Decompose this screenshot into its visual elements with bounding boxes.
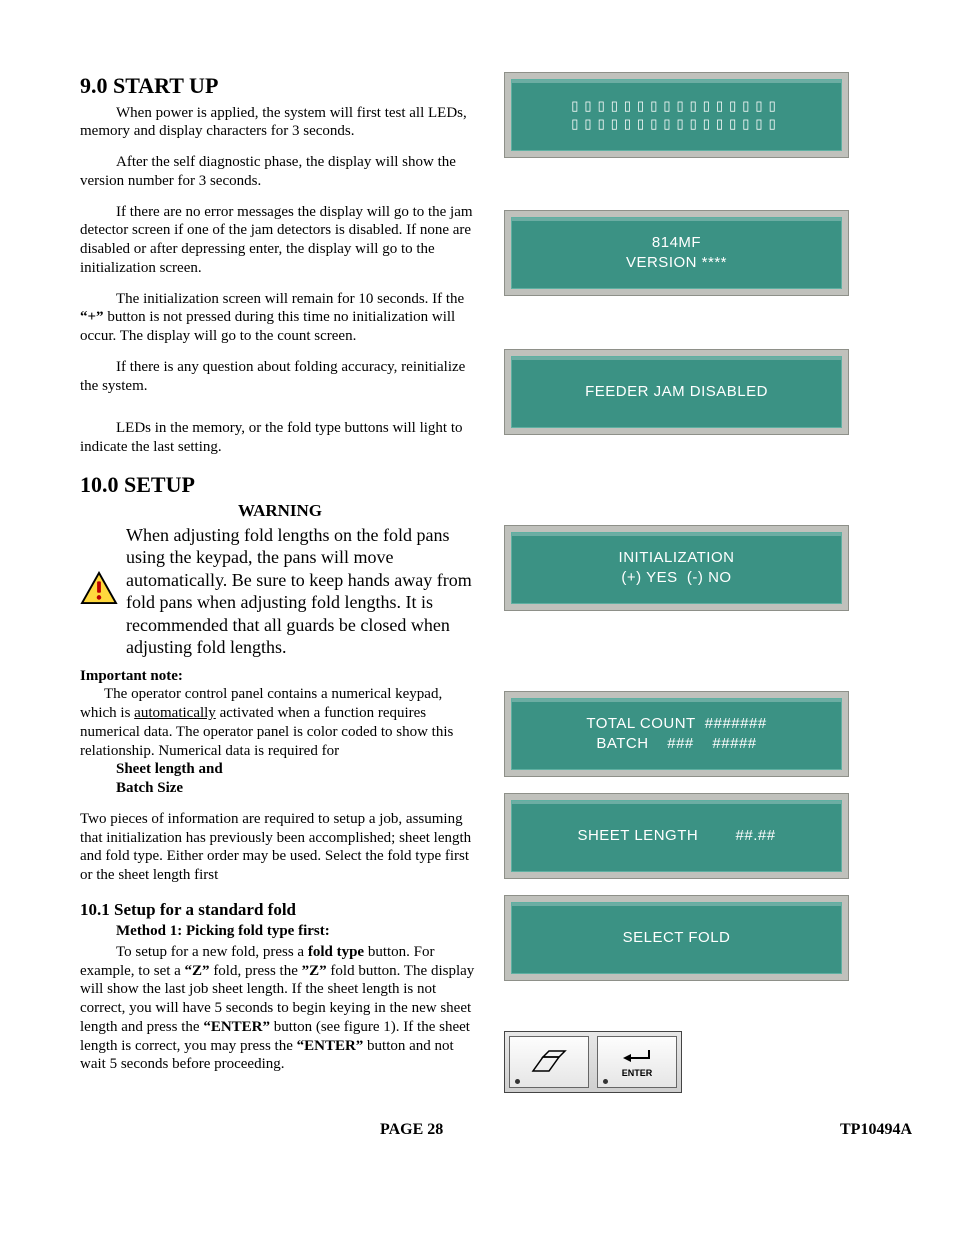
lcd-display-jam: FEEDER JAM DISABLED	[504, 349, 849, 435]
lcd-display-initialization: INITIALIZATION (+) YES (-) NO	[504, 525, 849, 611]
heading-setup: 10.0 SETUP	[80, 471, 480, 499]
lcd-display-version: 814MF VERSION ****	[504, 210, 849, 296]
warning-icon	[80, 571, 118, 611]
page-footer: PAGE 28 TP10494A	[80, 1121, 916, 1139]
fold-icon	[529, 1047, 569, 1077]
lcd-line: 814MF	[512, 233, 841, 253]
lcd-line: (+) YES (-) NO	[512, 568, 841, 588]
note-body: The operator control panel contains a nu…	[80, 685, 480, 760]
lcd-line: VERSION ****	[512, 253, 841, 273]
lcd-display-test: ▯▯▯▯▯▯▯▯▯▯▯▯▯▯▯▯ ▯▯▯▯▯▯▯▯▯▯▯▯▯▯▯▯	[504, 72, 849, 158]
lcd-line: SHEET LENGTH ##.##	[512, 826, 841, 846]
startup-p4: The initialization screen will remain fo…	[80, 290, 480, 346]
right-column: ▯▯▯▯▯▯▯▯▯▯▯▯▯▯▯▯ ▯▯▯▯▯▯▯▯▯▯▯▯▯▯▯▯ 814MF …	[504, 72, 916, 1093]
startup-p1: When power is applied, the system will f…	[80, 104, 480, 142]
setup-two-pieces: Two pieces of information are required t…	[80, 810, 480, 885]
heading-startup: 9.0 START UP	[80, 72, 480, 100]
page-number: PAGE 28	[380, 1121, 443, 1139]
method-heading: Method 1: Picking fold type first:	[116, 922, 480, 941]
enter-button[interactable]: ENTER	[597, 1036, 677, 1088]
startup-p6: LEDs in the memory, or the fold type but…	[80, 419, 480, 457]
lcd-display-count: TOTAL COUNT ####### BATCH ### #####	[504, 691, 849, 777]
heading-standard-fold: 10.1 Setup for a standard fold	[80, 899, 480, 920]
lcd-line: ▯▯▯▯▯▯▯▯▯▯▯▯▯▯▯▯	[512, 97, 841, 115]
document-id: TP10494A	[840, 1121, 912, 1139]
startup-p2: After the self diagnostic phase, the dis…	[80, 153, 480, 191]
lcd-line: SELECT FOLD	[512, 928, 841, 948]
button-indicator-led	[515, 1079, 520, 1084]
lcd-line: ▯▯▯▯▯▯▯▯▯▯▯▯▯▯▯▯	[512, 115, 841, 133]
lcd-line: BATCH ### #####	[512, 734, 841, 754]
startup-p5: If there is any question about folding a…	[80, 358, 480, 396]
lcd-line: INITIALIZATION	[512, 548, 841, 568]
lcd-display-select-fold: SELECT FOLD	[504, 895, 849, 981]
enter-button-label: ENTER	[622, 1068, 653, 1078]
lcd-line: FEEDER JAM DISABLED	[512, 382, 841, 402]
enter-arrow-icon	[617, 1046, 657, 1066]
method-body: To setup for a new fold, press a fold ty…	[80, 943, 480, 1074]
warning-text: When adjusting fold lengths on the fold …	[126, 524, 480, 659]
note-item2: Batch Size	[116, 779, 480, 798]
startup-p3: If there are no error messages the displ…	[80, 203, 480, 278]
lcd-display-sheet-length: SHEET LENGTH ##.##	[504, 793, 849, 879]
warning-block: When adjusting fold lengths on the fold …	[80, 524, 480, 659]
warning-heading: WARNING	[80, 500, 480, 521]
button-indicator-led	[603, 1079, 608, 1084]
important-note: Important note:	[80, 667, 480, 686]
left-column: 9.0 START UP When power is applied, the …	[80, 72, 480, 1093]
fold-type-button[interactable]	[509, 1036, 589, 1088]
note-item1: Sheet length and	[116, 760, 480, 779]
lcd-line: TOTAL COUNT #######	[512, 714, 841, 734]
button-panel: ENTER	[504, 1031, 682, 1093]
